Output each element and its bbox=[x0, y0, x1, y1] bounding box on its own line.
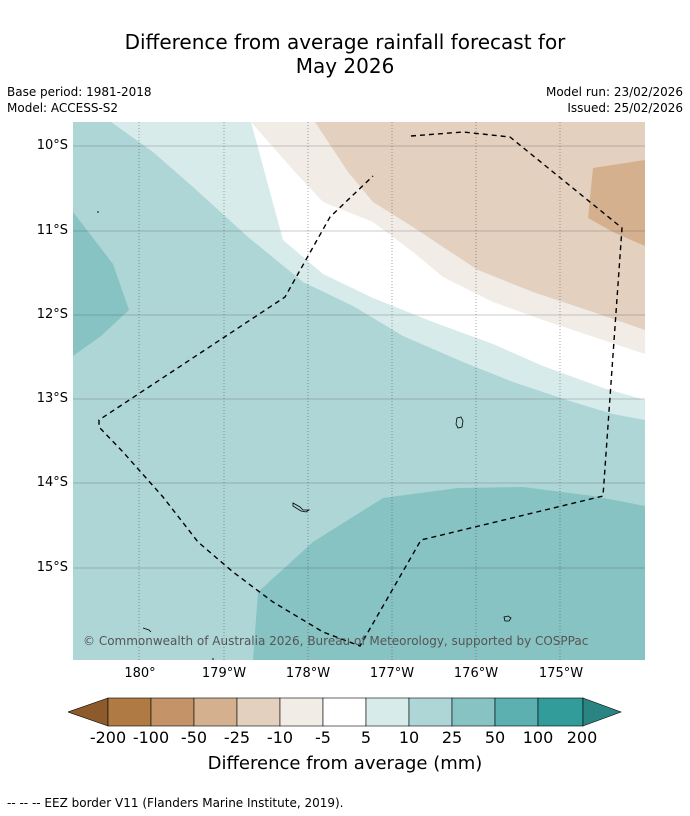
island-south-west bbox=[142, 627, 152, 633]
meta-right: Model run: 23/02/2026 Issued: 25/02/2026 bbox=[546, 84, 683, 116]
band-minus-25-50 bbox=[588, 160, 645, 246]
cbar-tick-10: 10 bbox=[398, 728, 420, 747]
band-minus-10-25 bbox=[315, 122, 645, 330]
cbar-tick-100: 100 bbox=[522, 728, 554, 747]
lat-label-13s: 13°S bbox=[36, 391, 68, 406]
colorbar-swatch-4 bbox=[236, 697, 281, 727]
island-wallis bbox=[455, 416, 464, 429]
colorbar-swatch-8 bbox=[408, 697, 453, 727]
cbar-tick-minus200: -200 bbox=[89, 728, 127, 747]
cbar-tick-minus100: -100 bbox=[132, 728, 170, 747]
cbar-tick-minus25: -25 bbox=[223, 728, 251, 747]
base-period: Base period: 1981-2018 bbox=[7, 85, 152, 99]
map-title: Difference from average rainfall forecas… bbox=[0, 30, 690, 78]
cbar-tick-minus50: -50 bbox=[180, 728, 208, 747]
colorbar-swatch-3 bbox=[193, 697, 238, 727]
model-name: Model: ACCESS-S2 bbox=[7, 101, 119, 115]
title-line-1: Difference from average rainfall forecas… bbox=[124, 30, 566, 54]
model-run: Model run: 23/02/2026 bbox=[545, 85, 683, 99]
lon-label-176w: 176°W bbox=[453, 666, 499, 681]
cbar-tick-minus10: -10 bbox=[266, 728, 294, 747]
title-line-2: May 2026 bbox=[295, 54, 395, 78]
lat-label-15s: 15°S bbox=[36, 560, 68, 575]
eez-border bbox=[98, 131, 623, 647]
issued-date: Issued: 25/02/2026 bbox=[567, 101, 683, 115]
colorbar-swatch-10 bbox=[494, 697, 539, 727]
band-25-50-south bbox=[253, 487, 645, 660]
colorbar-title: Difference from average (mm) bbox=[207, 753, 483, 774]
map-panel: © Commonwealth of Australia 2026, Bureau… bbox=[73, 122, 645, 660]
island-futuna bbox=[292, 502, 311, 513]
lon-label-175w: 175°W bbox=[538, 666, 584, 681]
colorbar-swatch-5 bbox=[279, 697, 324, 727]
cbar-tick-5: 5 bbox=[360, 728, 372, 747]
colorbar-arrow-right bbox=[582, 697, 622, 727]
lat-label-14s: 14°S bbox=[36, 475, 68, 490]
cbar-tick-200: 200 bbox=[566, 728, 598, 747]
lon-label-180: 180° bbox=[124, 666, 156, 681]
lon-label-179w: 179°W bbox=[201, 666, 247, 681]
eez-legend-note: -- -- -- EEZ border V11 (Flanders Marine… bbox=[7, 796, 344, 810]
rainfall-map bbox=[73, 122, 645, 660]
cbar-tick-50: 50 bbox=[484, 728, 506, 747]
lat-gridlines bbox=[73, 145, 645, 569]
meta-left: Base period: 1981-2018 Model: ACCESS-S2 bbox=[7, 84, 152, 116]
island-dot-west bbox=[97, 211, 99, 213]
lon-label-177w: 177°W bbox=[369, 666, 415, 681]
colorbar-swatch-11 bbox=[537, 697, 584, 727]
lat-label-10s: 10°S bbox=[36, 138, 68, 153]
island-south-east bbox=[503, 615, 512, 622]
colorbar-swatch-7 bbox=[365, 697, 410, 727]
cbar-tick-25: 25 bbox=[441, 728, 463, 747]
colorbar-swatch-6 bbox=[322, 697, 367, 727]
colorbar-swatch-1 bbox=[107, 697, 152, 727]
cbar-tick-minus5: -5 bbox=[315, 728, 331, 747]
island-dot-south bbox=[212, 658, 214, 660]
colorbar-swatch-2 bbox=[150, 697, 195, 727]
colorbar-arrow-left bbox=[68, 697, 109, 727]
colorbar bbox=[68, 697, 622, 727]
band-25-50-west bbox=[73, 212, 129, 356]
copyright-text: © Commonwealth of Australia 2026, Bureau… bbox=[83, 634, 589, 648]
lat-label-12s: 12°S bbox=[36, 307, 68, 322]
lat-label-11s: 11°S bbox=[36, 223, 68, 238]
colorbar-swatch-9 bbox=[451, 697, 496, 727]
lon-label-178w: 178°W bbox=[285, 666, 331, 681]
